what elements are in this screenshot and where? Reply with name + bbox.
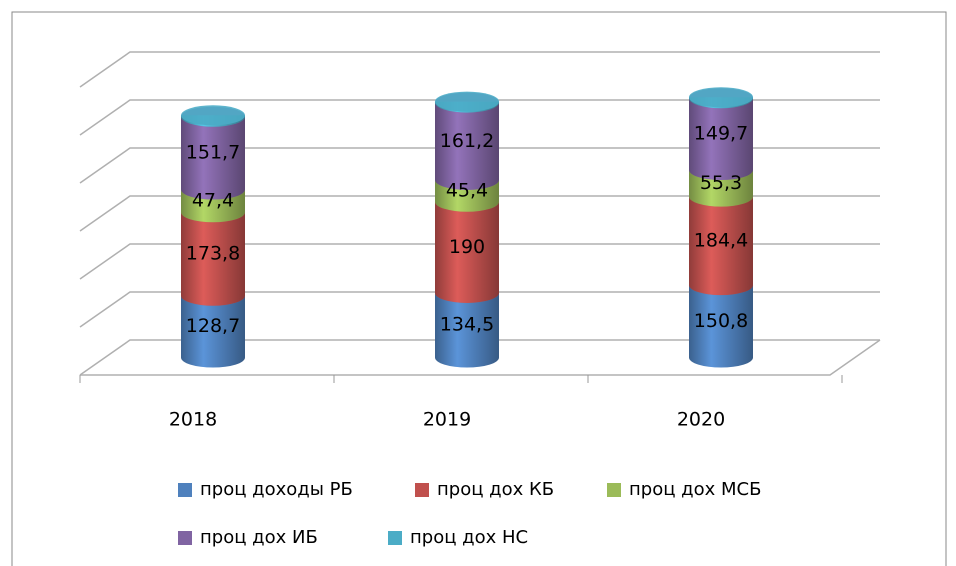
- segment-body: [435, 292, 499, 368]
- x-tick-label: 2020: [677, 409, 725, 431]
- data-label: 173,8: [186, 243, 240, 265]
- data-label: 45,4: [446, 179, 488, 201]
- data-label: 184,4: [694, 229, 748, 251]
- grid-line: [79, 291, 880, 328]
- data-label: 149,7: [694, 123, 748, 145]
- data-label: 190: [449, 236, 485, 258]
- x-tick-label: 2018: [169, 409, 217, 431]
- segment-body: [181, 212, 245, 306]
- segment-top: [689, 87, 753, 108]
- data-label: 151,7: [186, 142, 240, 164]
- cylinder-segment: [435, 91, 499, 113]
- segment-body: [181, 295, 245, 368]
- data-label: 150,8: [694, 310, 748, 332]
- segment-body: [689, 285, 753, 368]
- legend-swatch: [178, 531, 192, 545]
- legend-swatch: [388, 531, 402, 545]
- data-label: 47,4: [192, 189, 234, 211]
- segment-body: [181, 116, 245, 200]
- segment-body: [689, 196, 753, 296]
- grid-line: [79, 195, 880, 232]
- grid-line: [79, 51, 880, 88]
- legend-swatch: [178, 483, 192, 497]
- chart-border: [11, 11, 947, 566]
- cylinder-segment: [689, 87, 753, 109]
- legend-label: проц дох ИБ: [200, 527, 318, 548]
- grid-line: [79, 243, 880, 280]
- legend-label: проц дох МСБ: [629, 479, 761, 500]
- legend-swatch: [607, 483, 621, 497]
- legend-label: проц доходы РБ: [200, 479, 353, 500]
- data-label: 55,3: [700, 172, 742, 194]
- segment-top: [435, 91, 499, 112]
- legend-swatch: [415, 483, 429, 497]
- cylinder-segment: [181, 105, 245, 127]
- legend-label: проц дох НС: [410, 527, 528, 548]
- floor-edge: [80, 339, 881, 376]
- x-tick-label: 2019: [423, 409, 471, 431]
- segment-top: [181, 105, 245, 126]
- legend-label: проц дох КБ: [437, 479, 554, 500]
- grid-line: [79, 99, 880, 136]
- data-label: 134,5: [440, 314, 494, 336]
- segment-body: [435, 102, 499, 190]
- grid-line: [79, 147, 880, 184]
- grid-line: [79, 339, 880, 376]
- segment-body: [689, 98, 753, 181]
- segment-body: [689, 170, 753, 207]
- data-label: 128,7: [186, 315, 240, 337]
- data-label: 161,2: [440, 130, 494, 152]
- segment-body: [435, 201, 499, 303]
